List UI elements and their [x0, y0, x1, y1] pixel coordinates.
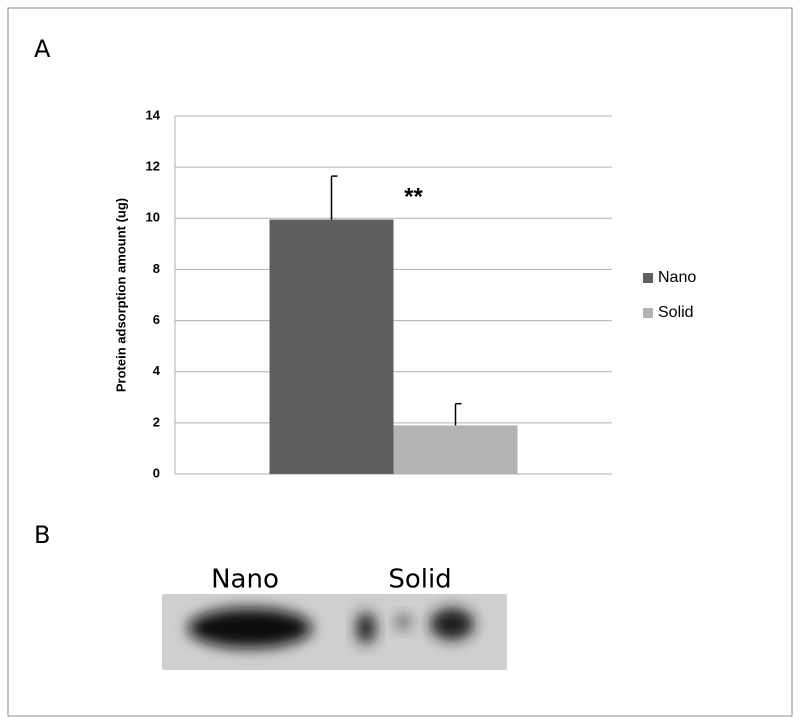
y-tick-label: 4 [153, 363, 161, 378]
y-tick-label: 14 [146, 107, 161, 122]
blot-label: Solid [388, 565, 451, 595]
error-bar [454, 402, 462, 426]
y-tick-label: 0 [153, 465, 160, 480]
y-tick-label: 2 [153, 414, 160, 429]
panel-label: A [34, 35, 51, 63]
bar [393, 425, 518, 474]
y-tick-label: 10 [146, 210, 160, 225]
legend-swatch [643, 308, 653, 318]
y-axis-label: Protein adsorption amount (ug) [113, 198, 128, 392]
annotation: ** [404, 183, 423, 210]
y-tick-label: 8 [153, 261, 160, 276]
bar [269, 219, 394, 474]
legend-swatch [643, 273, 653, 283]
blot-image [162, 594, 507, 670]
error-bar [330, 175, 338, 220]
panel-label: B [34, 521, 50, 549]
legend-label: Solid [658, 304, 694, 321]
legend-label: Nano [658, 269, 696, 286]
blot-label: Nano [211, 565, 279, 595]
y-tick-label: 6 [153, 312, 160, 327]
y-tick-label: 12 [146, 159, 160, 174]
